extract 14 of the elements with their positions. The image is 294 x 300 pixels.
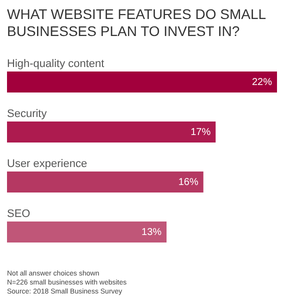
bar <box>7 172 204 192</box>
bar <box>7 72 277 92</box>
y-tick-label: SEO <box>7 208 31 220</box>
data-label: 13% <box>142 227 162 238</box>
text: WHAT WEBSITE FEATURES DO SMALL <box>7 6 266 22</box>
y-tick-label: High-quality content <box>7 58 104 70</box>
data-label: 22% <box>252 77 272 88</box>
text: BUSINESSES PLAN TO INVEST IN? <box>7 23 240 39</box>
y-tick-label: Security <box>7 108 48 120</box>
bar <box>7 122 216 142</box>
bar <box>7 222 167 242</box>
data-label: 16% <box>178 177 198 188</box>
data-label: 17% <box>190 127 211 138</box>
y-tick-label: User experience <box>7 158 88 170</box>
